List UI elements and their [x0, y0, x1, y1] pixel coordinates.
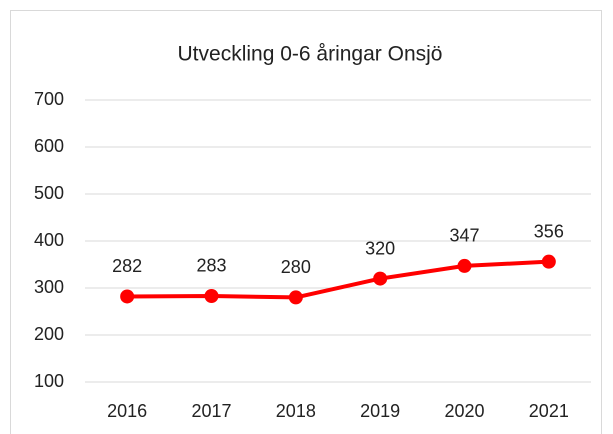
y-tick-label: 300 [34, 277, 64, 297]
x-tick-label: 2016 [107, 401, 147, 421]
y-tick-label: 600 [34, 136, 64, 156]
marker [373, 271, 388, 286]
x-tick-label: 2021 [529, 401, 569, 421]
y-tick-label: 700 [34, 89, 64, 109]
x-tick-label: 2018 [276, 401, 316, 421]
chart-border [10, 10, 602, 434]
data-label: 282 [112, 256, 142, 276]
y-tick-label: 500 [34, 183, 64, 203]
data-label: 347 [449, 226, 479, 246]
x-tick-label: 2020 [444, 401, 484, 421]
data-label: 283 [196, 256, 226, 276]
x-tick-label: 2019 [360, 401, 400, 421]
chart-title: Utveckling 0-6 åringar Onsjö [178, 43, 443, 66]
marker [204, 288, 219, 303]
data-label: 320 [365, 238, 395, 258]
marker [541, 254, 556, 269]
x-tick-label: 2017 [191, 401, 231, 421]
marker [288, 290, 303, 305]
y-tick-label: 100 [34, 371, 64, 391]
data-label: 356 [534, 221, 564, 241]
data-label: 280 [281, 257, 311, 277]
marker [457, 258, 472, 273]
marker [120, 289, 135, 304]
line [127, 259, 549, 300]
y-tick-label: 200 [34, 324, 64, 344]
y-tick-label: 400 [34, 230, 64, 250]
